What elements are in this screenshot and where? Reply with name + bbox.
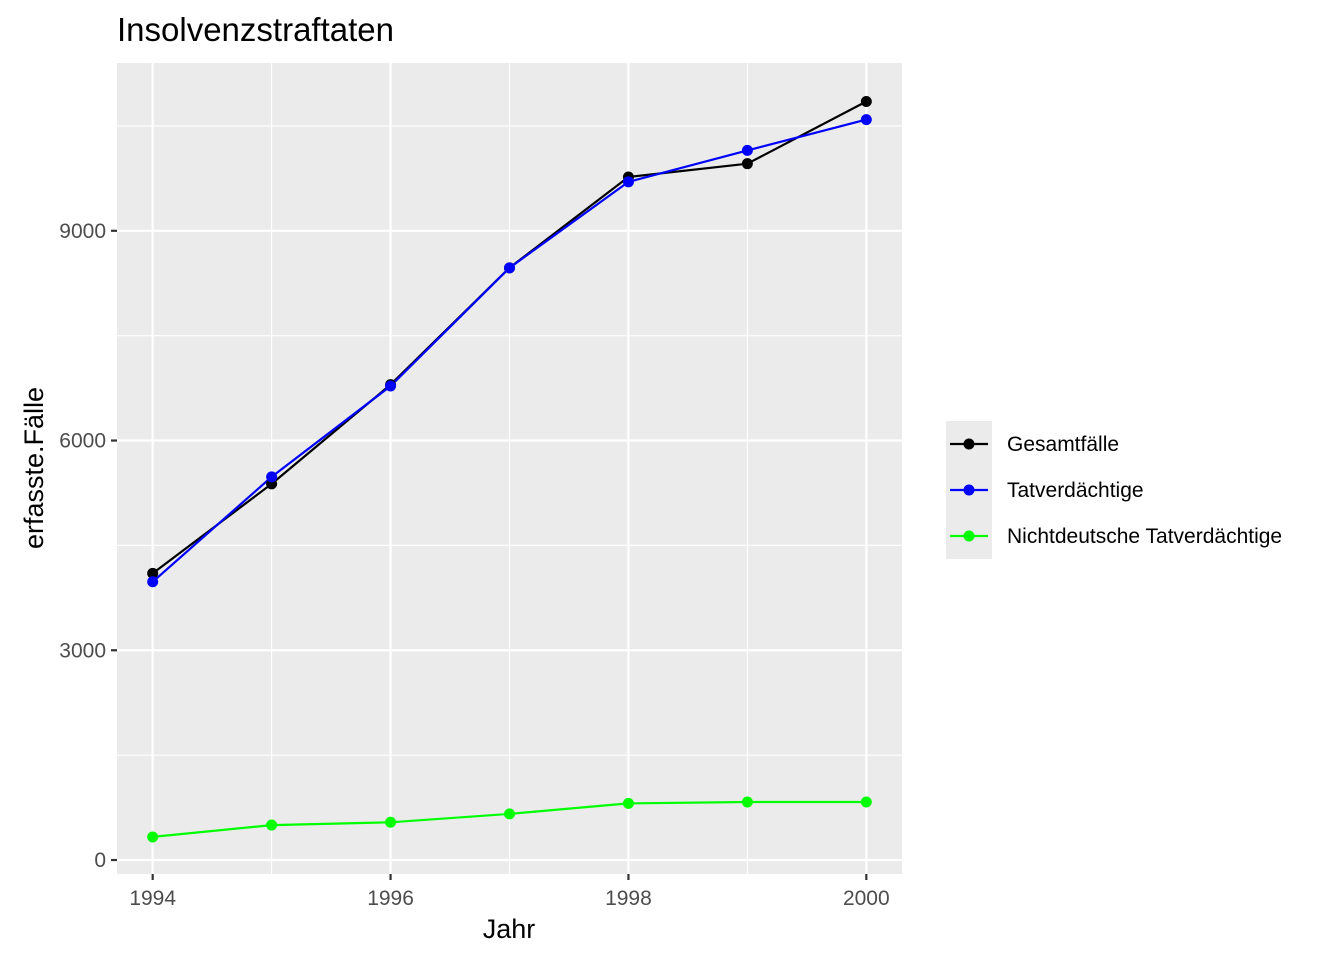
legend-label: Gesamtfälle [1007,433,1119,456]
data-point [622,176,634,188]
data-point [741,796,753,808]
data-point [504,808,515,820]
data-point [741,144,753,156]
x-tick-label: 1996 [367,887,414,910]
axes: 1994 1996 1998 2000 0 3000 6000 9000 [59,220,889,910]
x-axis-title: Jahr [483,914,536,944]
y-tick-label: 0 [94,849,106,872]
data-point [147,831,159,843]
data-point [266,471,278,483]
y-tick-label: 6000 [59,430,106,453]
x-tick-label: 1994 [129,887,176,910]
legend-label: Nichtdeutsche Tatverdächtige [1007,525,1282,548]
data-point [266,819,278,831]
data-point [385,380,397,392]
data-point [860,95,872,107]
grid-minor [117,63,902,874]
data-point [622,797,634,809]
legend-key-point [963,530,975,542]
legend-key-point [963,484,975,496]
data-point [741,158,753,170]
data-point [860,796,872,808]
data-point [385,816,397,828]
y-axis-title: erfasste.Fälle [19,387,49,549]
chart-title: Insolvenzstraftaten [117,11,394,48]
legend-label: Tatverdächtige [1007,479,1144,502]
series-layer [147,95,872,843]
grid-major [117,63,902,874]
x-tick-label: 2000 [843,887,890,910]
data-point [504,262,515,274]
y-tick-label: 9000 [59,220,106,243]
x-tick-label: 1998 [605,887,652,910]
legend-key-point [963,438,975,450]
y-tick-label: 3000 [59,639,106,662]
data-point [147,576,159,588]
data-point [860,114,872,126]
legend: Gesamtfälle Tatverdächtige Nichtdeutsche T… [946,421,1282,559]
data-point [147,567,159,579]
